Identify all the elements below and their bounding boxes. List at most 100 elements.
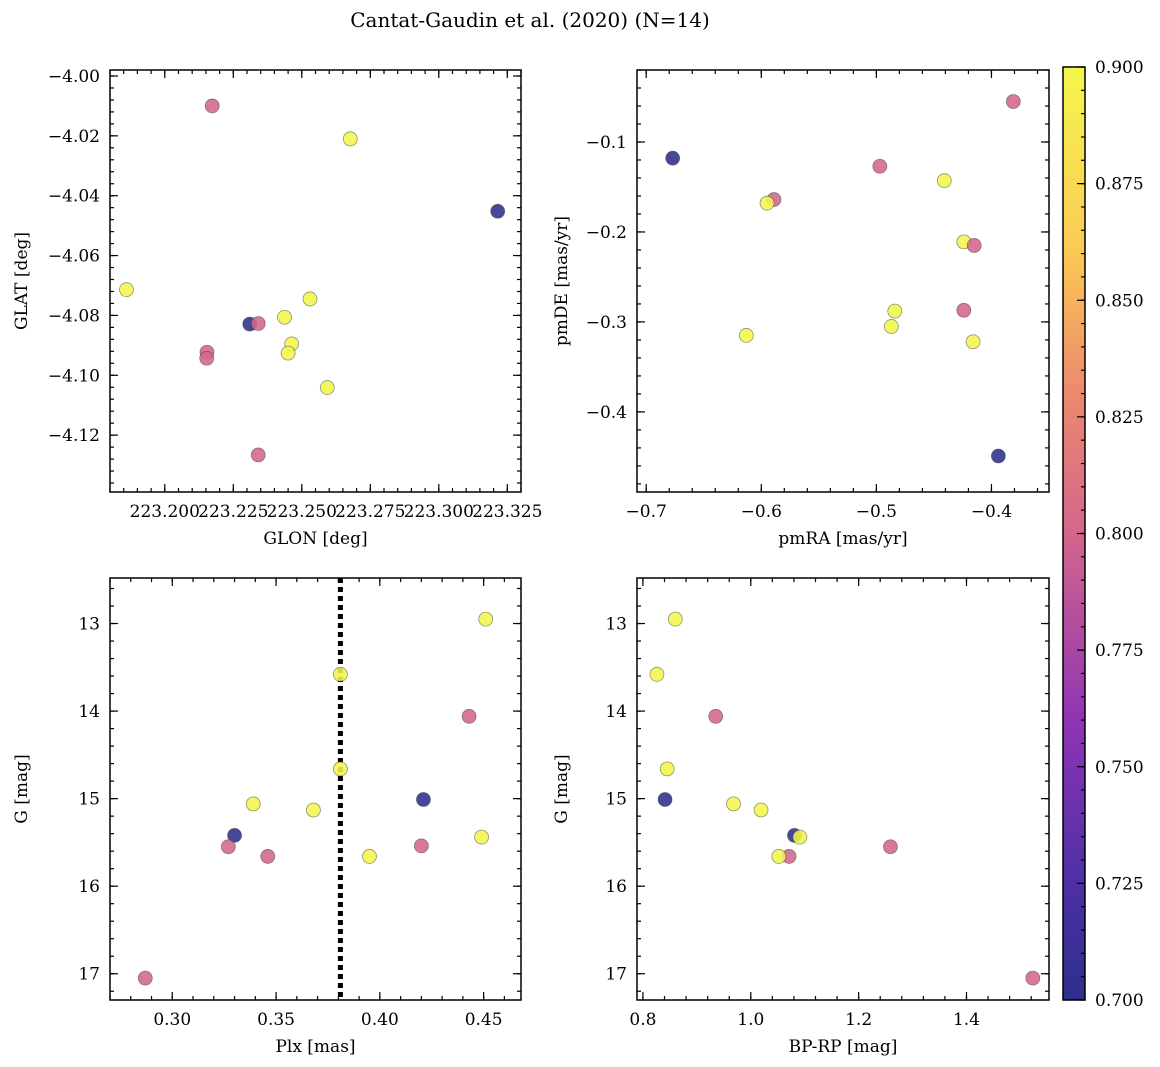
data-point [936, 173, 952, 189]
y-axis-label: G [mag] [552, 754, 572, 823]
data-point [250, 447, 266, 463]
data-point [759, 195, 775, 211]
x-tick-label: −0.5 [856, 502, 897, 522]
x-tick-label: 223.275 [335, 502, 405, 522]
y-tick-label: −4.06 [48, 247, 100, 267]
data-point [649, 666, 665, 682]
data-point [260, 849, 276, 864]
y-tick-label: 14 [78, 702, 100, 722]
data-point [956, 302, 972, 318]
colorbar-tick-label: 0.700 [1095, 991, 1144, 1011]
data-point [1025, 970, 1041, 986]
data-point [319, 380, 335, 395]
x-tick-label: 0.40 [361, 1010, 399, 1030]
x-tick-label: −0.7 [626, 502, 667, 522]
colorbar-tick-label: 0.900 [1095, 58, 1144, 78]
x-axis-label: Plx [mas] [275, 1037, 355, 1057]
data-point [792, 829, 808, 845]
data-point [490, 203, 506, 219]
x-tick-label: 0.8 [629, 1010, 656, 1030]
axes-bprp-g: 0.8 1.0 1.2 1.4 13 14 15 16 17 BP-RP [mag] G [mag] [552, 577, 1050, 1057]
data-point [333, 666, 348, 682]
x-tick-label: 223.200 [130, 502, 200, 522]
data-point [333, 761, 348, 777]
x-tick-label: 223.225 [198, 502, 268, 522]
data-point [302, 291, 318, 307]
data-point [965, 334, 981, 350]
x-tick-label: 223.250 [267, 502, 337, 522]
data-point [726, 796, 741, 812]
y-axis-label: GLAT [deg] [12, 232, 32, 330]
y-tick-label: −4.08 [48, 306, 100, 326]
x-tick-label: 1.0 [737, 1010, 764, 1030]
y-tick-label: 16 [605, 877, 627, 897]
y-axis-label: G [mag] [12, 754, 32, 823]
data-point [478, 611, 494, 627]
y-tick-label: −4.04 [48, 187, 100, 207]
data-point [277, 309, 292, 325]
y-tick-label: 16 [78, 877, 100, 897]
data-point [887, 303, 903, 319]
x-tick-label: 0.45 [465, 1010, 503, 1030]
x-tick-label: −0.4 [971, 502, 1012, 522]
data-point [474, 829, 489, 845]
data-point [771, 849, 787, 864]
data-point [245, 796, 261, 812]
axes-frame [109, 577, 522, 1001]
x-tick-label: 223.300 [404, 502, 474, 522]
axes-plx-g: 0.30 0.35 0.40 0.45 13 14 15 16 17 Plx [mas] G [ma… [12, 577, 522, 1057]
axes-frame [636, 577, 1050, 1001]
colorbar-tick-label: 0.775 [1095, 641, 1144, 661]
axes-pmra-pmde: −0.7 −0.6 −0.5 −0.4 −0.1 −0.2 −0.3 −0.4 pmRA [ma… [552, 69, 1050, 549]
x-tick-label: 223.325 [472, 502, 542, 522]
data-point [416, 792, 431, 807]
data-point [753, 802, 769, 818]
data-point [657, 792, 673, 807]
colorbar: 0.700 0.725 0.750 0.775 0.800 0.825 0.850 0.875… [1062, 58, 1144, 1011]
x-tick-label: 0.30 [153, 1010, 191, 1030]
y-tick-label: 17 [78, 965, 100, 985]
x-axis-label: pmRA [mas/yr] [778, 529, 907, 549]
y-tick-label: −0.4 [586, 403, 627, 423]
y-tick-label: −0.2 [586, 223, 627, 243]
y-tick-label: 15 [605, 790, 627, 810]
data-point [227, 828, 242, 843]
axes-frame [109, 69, 522, 493]
x-axis-label: BP-RP [mag] [789, 1037, 898, 1057]
colorbar-tick-label: 0.800 [1095, 525, 1144, 545]
x-tick-label: 1.4 [953, 1010, 980, 1030]
data-point [1005, 94, 1021, 109]
colorbar-tick-label: 0.825 [1095, 408, 1144, 428]
colorbar-tick-label: 0.875 [1095, 175, 1144, 195]
colorbar-tick-label: 0.850 [1095, 291, 1144, 311]
y-tick-label: −4.12 [48, 426, 100, 446]
x-tick-label: 1.2 [845, 1010, 872, 1030]
colorbar-frame [1062, 66, 1086, 1001]
data-point [204, 98, 220, 114]
data-point [413, 838, 429, 854]
data-point [306, 802, 321, 818]
data-point [250, 316, 266, 331]
y-tick-label: −4.00 [48, 67, 100, 87]
axes-glon-glat: 223.200223.225223.250223.275223.300223.3… [12, 67, 542, 549]
data-point [667, 611, 683, 627]
data-point [220, 839, 236, 855]
y-tick-label: 17 [605, 965, 627, 985]
x-tick-label: −0.6 [741, 502, 782, 522]
x-tick-label: 0.35 [257, 1010, 295, 1030]
data-point [659, 761, 675, 777]
y-tick-label: 13 [605, 615, 627, 635]
data-point [883, 319, 899, 334]
data-point [280, 345, 296, 361]
y-tick-label: −0.1 [586, 133, 627, 153]
x-axis-label: GLON [deg] [263, 529, 367, 549]
colorbar-tick-label: 0.750 [1095, 758, 1144, 778]
data-point [362, 849, 377, 864]
data-point [199, 350, 215, 366]
y-tick-label: −4.10 [48, 366, 100, 386]
data-point [883, 839, 898, 855]
data-point [137, 970, 153, 986]
data-point [872, 158, 888, 174]
data-point [708, 708, 724, 724]
y-tick-label: 13 [78, 615, 100, 635]
